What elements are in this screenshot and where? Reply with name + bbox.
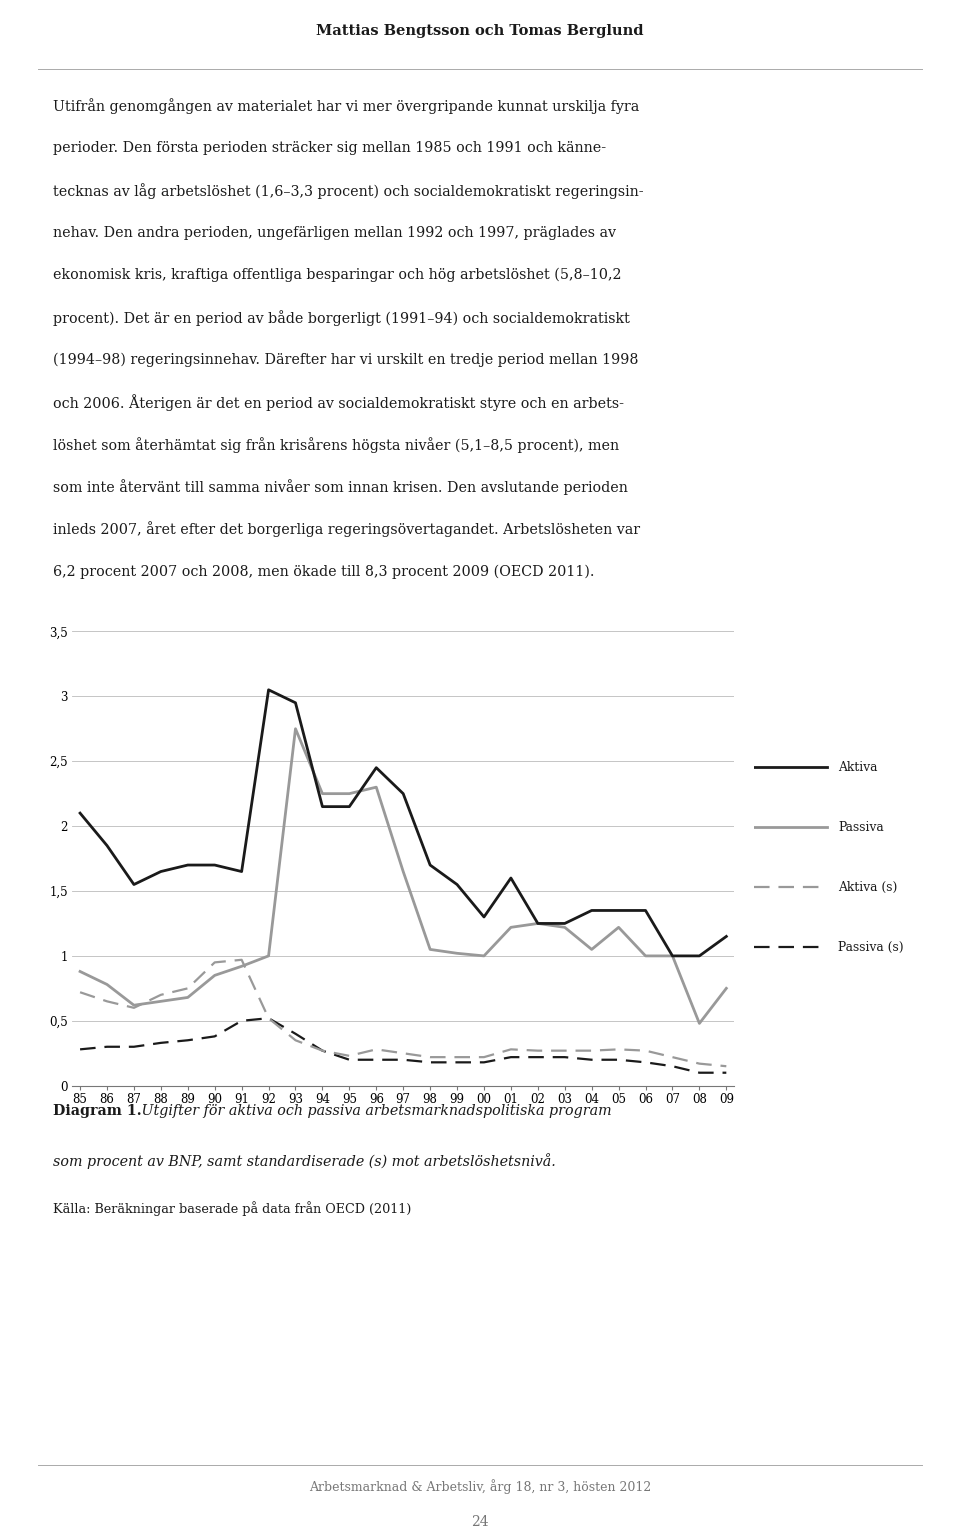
Text: Passiva (s): Passiva (s) [838, 941, 903, 953]
Text: Diagram 1.: Diagram 1. [53, 1104, 141, 1118]
Text: 6,2 procent 2007 och 2008, men ökade till 8,3 procent 2009 (OECD 2011).: 6,2 procent 2007 och 2008, men ökade til… [53, 565, 594, 579]
Text: perioder. Den första perioden sträcker sig mellan 1985 och 1991 och känne-: perioder. Den första perioden sträcker s… [53, 142, 606, 156]
Text: 24: 24 [471, 1515, 489, 1529]
Text: Utifrån genomgången av materialet har vi mer övergripande kunnat urskilja fyra: Utifrån genomgången av materialet har vi… [53, 99, 639, 114]
Text: som procent av BNP, samt standardiserade (s) mot arbetslöshetsnivå.: som procent av BNP, samt standardiserade… [53, 1153, 556, 1169]
Text: ekonomisk kris, kraftiga offentliga besparingar och hög arbetslöshet (5,8–10,2: ekonomisk kris, kraftiga offentliga besp… [53, 268, 621, 282]
Text: Källa: Beräkningar baserade på data från OECD (2011): Källa: Beräkningar baserade på data från… [53, 1201, 411, 1217]
Text: (1994–98) regeringsinnehav. Därefter har vi urskilt en tredje period mellan 1998: (1994–98) regeringsinnehav. Därefter har… [53, 353, 638, 367]
Text: inleds 2007, året efter det borgerliga regeringsövertagandet. Arbetslösheten var: inleds 2007, året efter det borgerliga r… [53, 522, 640, 537]
Text: löshet som återhämtat sig från krisårens högsta nivåer (5,1–8,5 procent), men: löshet som återhämtat sig från krisårens… [53, 437, 619, 453]
Text: nehav. Den andra perioden, ungefärligen mellan 1992 och 1997, präglades av: nehav. Den andra perioden, ungefärligen … [53, 226, 615, 240]
Text: Mattias Bengtsson och Tomas Berglund: Mattias Bengtsson och Tomas Berglund [316, 25, 644, 38]
Text: procent). Det är en period av både borgerligt (1991–94) och socialdemokratiskt: procent). Det är en period av både borge… [53, 310, 630, 325]
Text: Utgifter för aktiva och passiva arbetsmarknadspolitiska program: Utgifter för aktiva och passiva arbetsma… [136, 1104, 612, 1118]
Text: tecknas av låg arbetslöshet (1,6–3,3 procent) och socialdemokratiskt regeringsin: tecknas av låg arbetslöshet (1,6–3,3 pro… [53, 183, 643, 199]
Text: och 2006. Återigen är det en period av socialdemokratiskt styre och en arbets-: och 2006. Återigen är det en period av s… [53, 394, 624, 411]
Text: Passiva: Passiva [838, 821, 884, 833]
Text: Arbetsmarknad & Arbetsliv, årg 18, nr 3, hösten 2012: Arbetsmarknad & Arbetsliv, årg 18, nr 3,… [309, 1478, 651, 1494]
Text: Aktiva: Aktiva [838, 761, 877, 773]
Text: Aktiva (s): Aktiva (s) [838, 881, 898, 893]
Text: som inte återvänt till samma nivåer som innan krisen. Den avslutande perioden: som inte återvänt till samma nivåer som … [53, 479, 628, 494]
